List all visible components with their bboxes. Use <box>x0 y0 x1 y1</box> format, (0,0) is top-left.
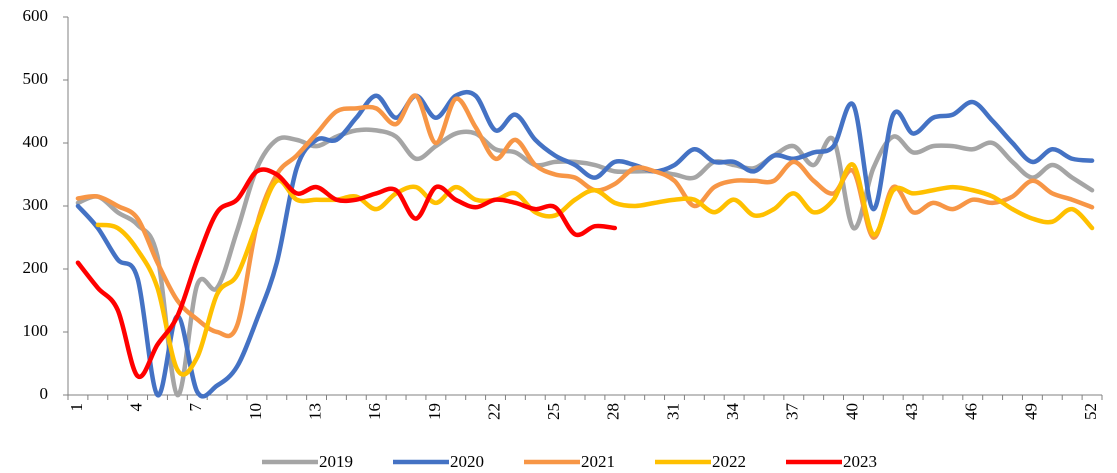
x-tick-label: 40 <box>842 403 861 420</box>
x-tick-label: 46 <box>962 403 981 420</box>
legend-label: 2020 <box>450 452 484 471</box>
series-line <box>75 93 1095 339</box>
x-tick-label: 49 <box>1021 403 1040 420</box>
x-tick-label: 52 <box>1081 403 1100 420</box>
x-tick-label: 37 <box>783 403 802 421</box>
x-tick-label: 10 <box>246 403 265 420</box>
x-tick-label: 43 <box>902 403 921 420</box>
y-tick-label: 500 <box>23 69 49 88</box>
series-line <box>75 127 1095 398</box>
x-tick-label: 1 <box>67 403 86 412</box>
y-tick-label: 0 <box>40 384 49 403</box>
y-tick-label: 600 <box>23 6 49 25</box>
x-tick-label: 19 <box>425 403 444 420</box>
series-line <box>75 167 618 380</box>
x-tick-label: 13 <box>305 403 324 420</box>
series-line <box>95 162 1095 377</box>
y-tick-label: 200 <box>23 258 49 277</box>
x-tick-label: 31 <box>663 403 682 420</box>
legend-label: 2021 <box>581 452 615 471</box>
y-tick-label: 300 <box>23 195 49 214</box>
x-tick-label: 34 <box>723 403 742 421</box>
legend-label: 2019 <box>319 452 353 471</box>
x-tick-label: 4 <box>127 403 146 412</box>
y-tick-label: 400 <box>23 132 49 151</box>
legend-label: 2022 <box>712 452 746 471</box>
x-tick-label: 25 <box>544 403 563 420</box>
y-tick-label: 100 <box>23 321 49 340</box>
x-tick-label: 16 <box>365 403 384 420</box>
series-line <box>75 89 1095 399</box>
x-tick-label: 7 <box>186 403 205 412</box>
x-tick-label: 28 <box>604 403 623 420</box>
x-tick-label: 22 <box>484 403 503 420</box>
legend-label: 2023 <box>843 452 877 471</box>
